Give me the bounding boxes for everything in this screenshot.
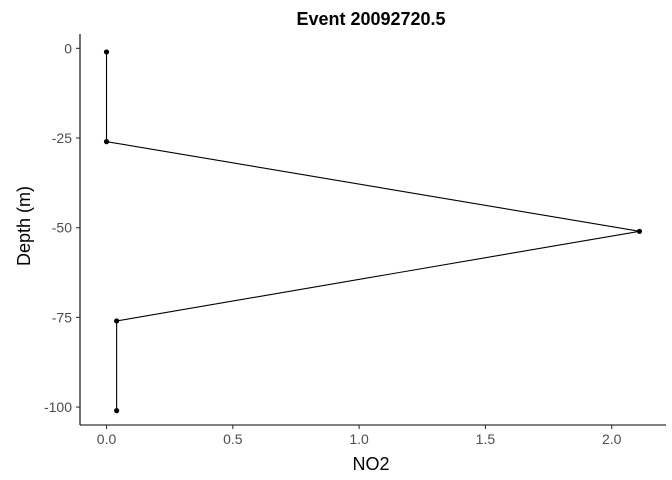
x-tick-label: 0.0 xyxy=(97,431,117,447)
y-tick-label: 0 xyxy=(64,40,72,56)
x-tick-label: 1.5 xyxy=(476,431,496,447)
x-tick-label: 0.5 xyxy=(223,431,243,447)
data-point xyxy=(114,408,120,414)
data-point xyxy=(103,49,110,55)
x-axis-label: NO2 xyxy=(352,454,389,474)
y-axis-label: Depth (m) xyxy=(14,186,34,266)
data-point xyxy=(103,139,110,145)
y-tick-label: -50 xyxy=(52,220,72,236)
plot-area: 0.0 0.5 1.0 1.5 2.0 0 -25 -50 -75 -100 xyxy=(44,34,666,447)
data-point xyxy=(114,318,120,324)
x-tick-label: 1.0 xyxy=(349,431,369,447)
series-line xyxy=(105,51,640,411)
data-point xyxy=(636,228,643,234)
y-tick-label: -25 xyxy=(52,130,72,146)
y-tick-label: -100 xyxy=(44,399,72,415)
y-tick-label: -75 xyxy=(52,309,72,325)
chart-title: Event 20092720.5 xyxy=(296,9,445,29)
x-tick-label: 2.0 xyxy=(602,431,622,447)
